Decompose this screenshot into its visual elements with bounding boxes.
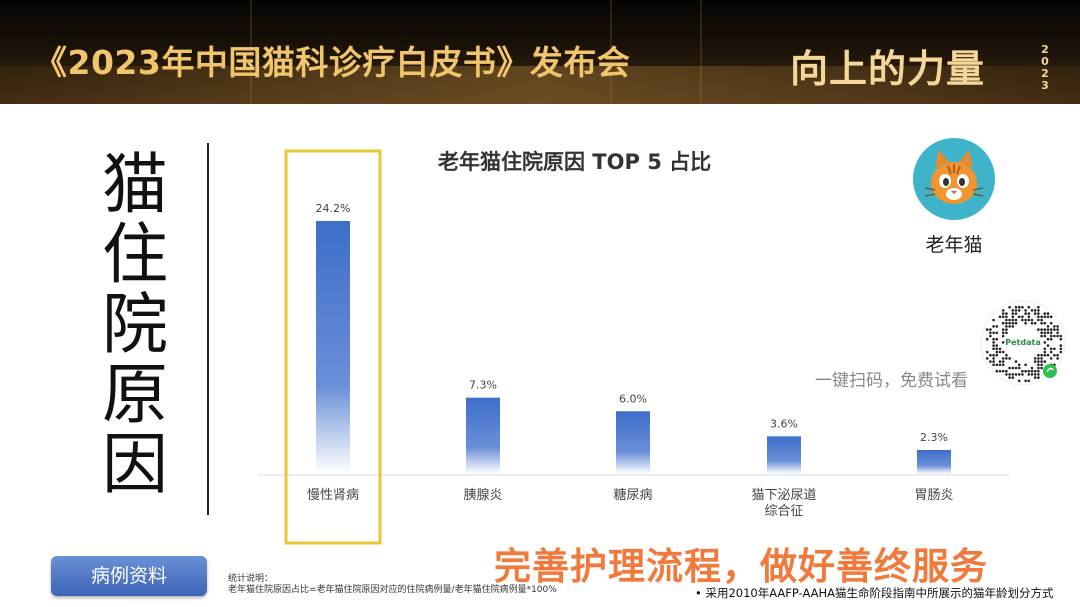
qr-code[interactable]: Petdata [980, 300, 1066, 386]
category-label: 猫下泌尿道 [751, 488, 816, 503]
cat-face-icon [913, 138, 995, 220]
data-label: 3.6% [770, 417, 798, 430]
category-label: 慢性肾病 [307, 487, 359, 503]
data-label: 2.3% [920, 431, 948, 444]
bar [616, 411, 650, 474]
slogan: 完善护理流程，做好善终服务 [494, 545, 988, 588]
section-title-char: 院 [102, 286, 168, 363]
stats-note-title: 统计说明： [228, 574, 274, 584]
banner-shine [0, 66, 1080, 104]
qr-caption: 一键扫码，免费试看 [815, 371, 968, 391]
banner-stripe [250, 0, 252, 104]
category-label: 胃肠炎 [914, 488, 953, 503]
section-title-char: 原 [102, 356, 168, 433]
category-label: 糖尿病 [613, 487, 652, 503]
section-title-char: 因 [102, 426, 168, 503]
stats-note-body: 老年猫住院原因占比=老年猫住院原因对应的住院病例量/老年猫住院病例量*100% [228, 585, 557, 595]
footnote: • 采用2010年AAFP-AAHA猫生命阶段指南中所展示的猫年龄划分方式 [695, 586, 1054, 600]
category-label: 综合征 [764, 504, 803, 519]
data-label: 6.0% [619, 392, 647, 405]
data-label: 24.2% [316, 202, 351, 215]
bar [767, 436, 801, 474]
bar [466, 397, 500, 474]
event-logo: 向上的力量 [790, 46, 986, 91]
bar [917, 449, 951, 474]
case-data-button[interactable]: 病例资料 [51, 556, 207, 596]
senior-cat-label: 老年猫 [925, 234, 983, 256]
bar [316, 221, 350, 474]
section-title-char: 住 [102, 216, 168, 293]
event-title: 《2023年中国猫科诊疗白皮书》发布会 [34, 43, 631, 82]
category-label: 胰腺炎 [463, 488, 502, 503]
svg-text:Petdata: Petdata [1005, 338, 1040, 347]
banner-stripe [700, 0, 702, 104]
highlight-frame [284, 149, 382, 545]
section-title: 猫住院原因 [95, 150, 175, 500]
vertical-divider [207, 143, 209, 515]
banner-stripe [610, 0, 612, 104]
section-title-char: 猫 [102, 146, 168, 223]
data-label: 7.3% [469, 379, 497, 392]
chart-title: 老年猫住院原因 TOP 5 占比 [438, 150, 712, 174]
